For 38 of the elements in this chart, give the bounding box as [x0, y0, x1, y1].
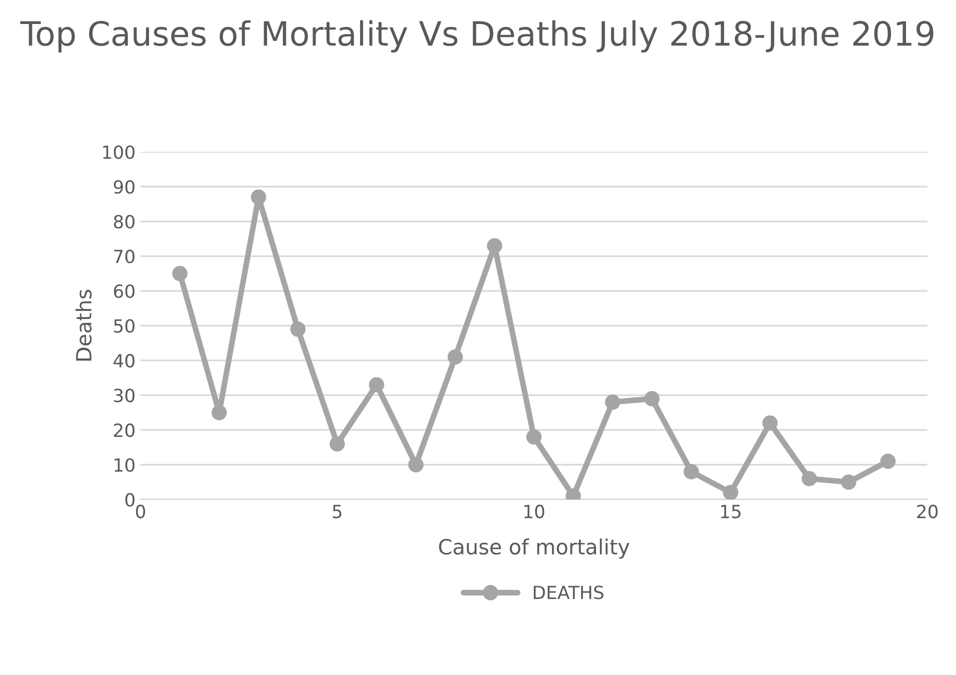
x-tick-label: 15 [721, 504, 741, 518]
x-tick-label: 20 [917, 504, 938, 518]
point [841, 474, 856, 490]
point [644, 391, 660, 406]
y-tick-label: 0 [125, 492, 134, 507]
y-tick-label: 70 [114, 250, 134, 264]
x-tick-label: 0 [136, 504, 146, 518]
y-tick-label: 30 [114, 388, 134, 402]
y-tick-label: 80 [114, 214, 134, 229]
chart-title: Top Causes of Mortality Vs Deaths July 2018-June 2019 [20, 20, 934, 53]
y-tick-label: 100 [103, 145, 134, 159]
point [368, 377, 384, 392]
point [330, 436, 345, 452]
point [212, 404, 227, 420]
point [486, 238, 502, 254]
point [290, 322, 306, 337]
point [722, 484, 738, 500]
y-tick-label: 40 [114, 354, 134, 368]
point [408, 457, 424, 472]
legend-label: DEATHS [534, 586, 604, 600]
point [802, 471, 817, 486]
x-tick-label: 10 [524, 504, 544, 518]
x-tick-label: 5 [332, 504, 342, 518]
point [762, 415, 778, 431]
point [526, 429, 542, 445]
point [684, 464, 699, 480]
y-tick-label: 10 [114, 458, 134, 472]
y-tick-label: 20 [114, 423, 134, 438]
point [250, 189, 266, 205]
y-axis-title: Deaths [75, 290, 92, 361]
y-tick-label: 90 [114, 180, 134, 194]
point [604, 394, 620, 410]
x-axis-title: Cause of mortality [439, 538, 630, 559]
point [448, 349, 463, 365]
point [880, 454, 896, 469]
y-tick-label: 50 [114, 319, 134, 333]
point [172, 266, 188, 282]
y-tick-label: 60 [114, 284, 134, 298]
